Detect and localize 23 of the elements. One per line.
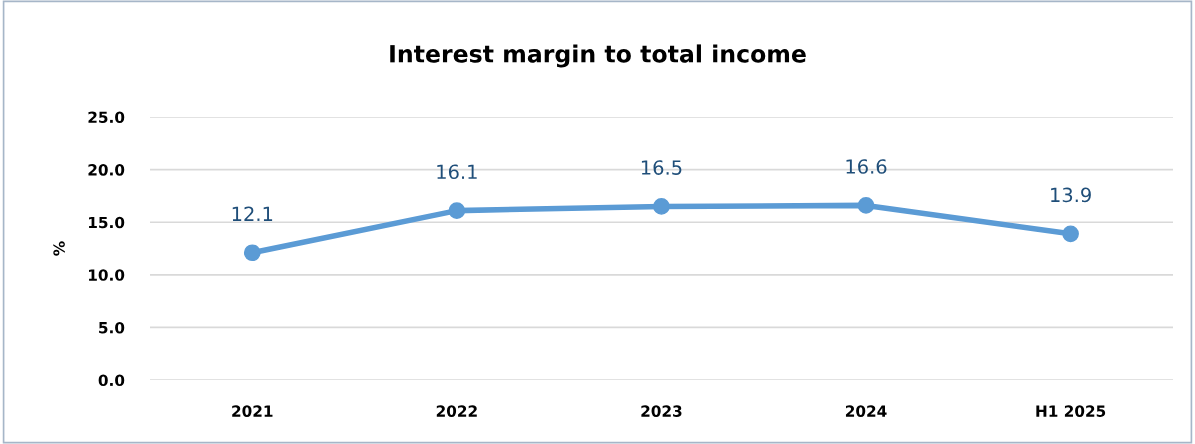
y-tick-label: 20.0 xyxy=(88,164,125,176)
y-tick-label: 25.0 xyxy=(88,111,125,124)
data-label: 16.1 xyxy=(437,164,477,180)
y-tick-label: 15.0 xyxy=(89,216,125,229)
point xyxy=(653,198,670,215)
point xyxy=(243,244,261,262)
data-label: 16.5 xyxy=(641,160,682,175)
x-tick-label: H1 2025 xyxy=(1036,405,1106,417)
data-label: 13.9 xyxy=(1051,187,1091,203)
y-tick-label: 5.0 xyxy=(99,321,125,334)
data-label: 16.6 xyxy=(846,159,887,174)
x-tick-label: 2023 xyxy=(641,405,682,417)
point xyxy=(448,202,466,219)
x-tick-label: 2022 xyxy=(436,405,477,417)
y-tick-label: 0.0 xyxy=(98,374,125,387)
x-tick-label: 2024 xyxy=(845,405,887,417)
chart-title: Interest margin to total income xyxy=(390,44,806,68)
y-axis-title: % xyxy=(53,241,65,256)
data-label: 12.1 xyxy=(232,206,273,221)
point xyxy=(1062,225,1079,243)
point xyxy=(857,197,875,214)
y-tick-label: 10.0 xyxy=(89,269,125,281)
x-tick-label: 2021 xyxy=(232,405,273,417)
